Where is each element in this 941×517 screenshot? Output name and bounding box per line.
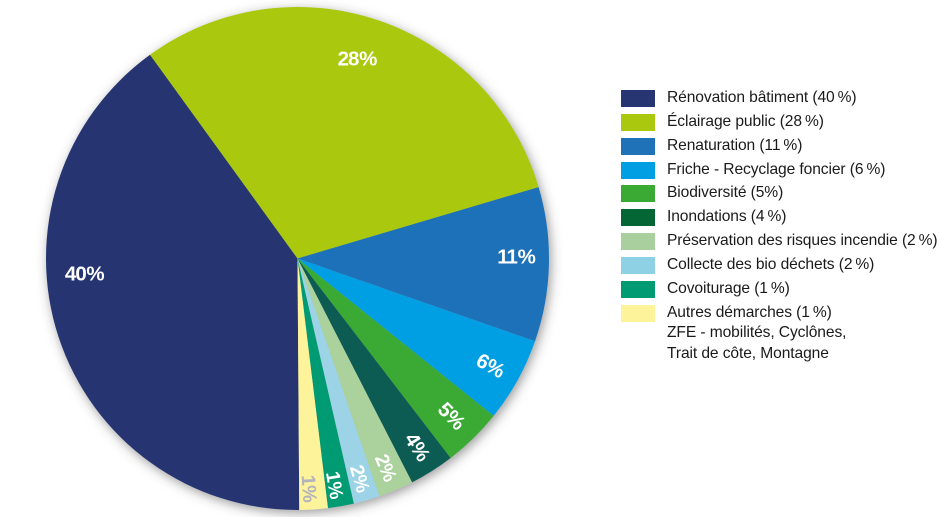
svg-text:1 %: 1 %: [321, 470, 347, 501]
svg-text:11 %: 11 %: [497, 245, 535, 268]
svg-text:28 %: 28 %: [338, 48, 378, 71]
svg-text:1 %: 1 %: [297, 474, 321, 503]
svg-text:40 %: 40 %: [65, 263, 105, 286]
